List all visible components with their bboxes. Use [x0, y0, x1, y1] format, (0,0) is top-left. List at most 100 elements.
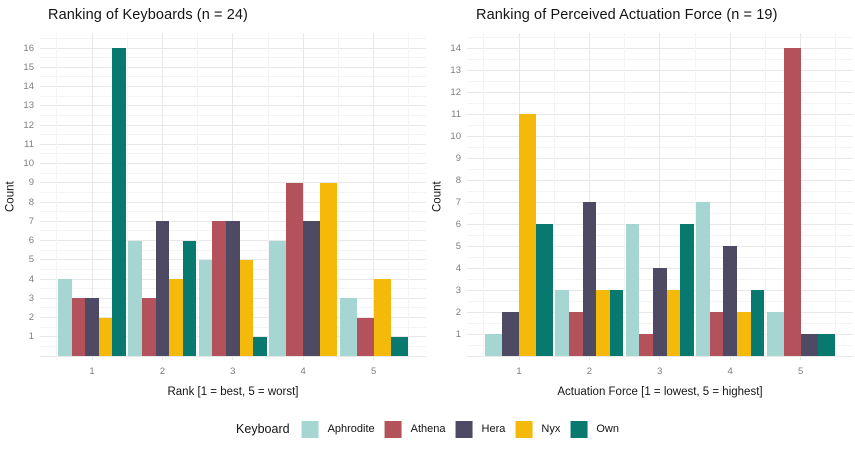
x-tick-label: 4 [300, 366, 306, 377]
bar-aphrodite-x5 [339, 298, 357, 356]
chart-title: Ranking of Perceived Actuation Force (n … [476, 7, 778, 23]
y-tick-label: 12 [450, 86, 461, 98]
y-tick-label: 3 [28, 292, 34, 304]
bar-aphrodite-x3 [198, 259, 213, 356]
y-tick-label: 6 [455, 218, 461, 230]
x-tick-label: 1 [89, 366, 95, 377]
y-tick-label: 4 [28, 273, 34, 285]
legend: Keyboard Aphrodite Athena Hera Nyx Own [236, 415, 619, 443]
legend-swatch [515, 420, 533, 438]
bar-athena-x5 [356, 317, 374, 356]
legend-entry: Aphrodite [301, 420, 375, 438]
bar-aphrodite-x4 [696, 202, 710, 356]
legend-entry: Nyx [515, 420, 561, 438]
y-tick-label: 2 [28, 312, 34, 323]
y-tick-label: 5 [28, 254, 34, 266]
gridline-v-major [302, 33, 304, 360]
bar-hera-x3 [226, 221, 240, 356]
bar-hera-x1 [502, 312, 519, 356]
bar-hera-x2 [155, 221, 170, 356]
gridline-v-major [161, 33, 163, 360]
gridline-v-major [659, 33, 661, 360]
bar-nyx-x2 [169, 279, 183, 356]
y-tick-label: 10 [450, 130, 461, 142]
y-tick-label: 9 [455, 152, 461, 164]
x-tick-label: 2 [159, 366, 166, 377]
gridline-v-minor [126, 33, 128, 360]
bar-hera-x3 [653, 268, 667, 356]
gridline-v-major [373, 33, 375, 360]
plot-panel: 1 2 3 4 5 6 7 8 9 10 11 12 13 14 15 16 1 2 3 4 5 [23, 33, 426, 377]
bar-athena-x4 [286, 182, 304, 356]
bar-hera-x4 [723, 246, 737, 356]
y-tick-label: 5 [455, 240, 461, 252]
bar-own-x3 [253, 336, 267, 356]
bar-nyx-x4 [320, 182, 338, 356]
legend-label: Nyx [541, 423, 561, 435]
gridline-v-minor [56, 33, 58, 360]
gridline-v-major [729, 33, 731, 360]
bar-own-x2 [609, 290, 624, 356]
bar-athena-x3 [212, 221, 226, 356]
bar-own-x1 [536, 224, 553, 356]
legend-entry: Athena [384, 420, 446, 438]
bar-hera-x4 [303, 221, 321, 356]
bar-own-x5 [390, 336, 408, 356]
gridline-v-minor [835, 33, 837, 360]
bar-nyx-x1 [98, 317, 113, 356]
legend-title: Keyboard [236, 422, 290, 436]
gridline-v-minor [694, 33, 696, 360]
bar-own-x5 [817, 334, 835, 356]
y-tick-label: 11 [24, 138, 34, 150]
gridline-v-minor [553, 33, 555, 360]
x-tick-label: 3 [230, 366, 236, 377]
y-tick-label: 14 [23, 81, 34, 92]
y-tick-label: 4 [455, 262, 461, 274]
bar-athena-x2 [142, 298, 156, 356]
bar-athena-x2 [569, 312, 583, 356]
y-tick-label: 16 [23, 42, 34, 54]
gridline-v-minor [337, 33, 339, 360]
gridline-v-major [91, 33, 93, 360]
gridline-v-minor [764, 33, 766, 360]
legend-label: Athena [410, 423, 446, 435]
bar-nyx-x3 [239, 259, 254, 356]
y-tick-label: 13 [450, 64, 461, 76]
bar-hera-x5 [800, 334, 818, 356]
gridline-v-minor [197, 33, 199, 360]
x-tick-label: 3 [657, 366, 663, 377]
y-tick-label: 11 [451, 108, 461, 120]
bar-athena-x4 [709, 312, 724, 356]
gridline-v-major [800, 33, 802, 360]
bar-aphrodite-x2 [555, 290, 569, 356]
bar-nyx-x1 [519, 114, 536, 356]
gridline-v-minor [483, 33, 485, 360]
x-axis-label: Rank [1 = best, 5 = worst] [167, 386, 299, 398]
legend-swatch [384, 420, 402, 438]
x-tick-label: 5 [370, 366, 377, 377]
y-tick-label: 2 [455, 306, 461, 318]
y-tick-label: 7 [28, 215, 34, 227]
y-tick-label: 15 [23, 61, 34, 73]
y-tick-label: 1 [455, 328, 461, 340]
y-tick-label: 8 [28, 196, 34, 208]
y-tick-label: 14 [450, 42, 461, 54]
legend-swatch [301, 420, 319, 438]
bar-own-x2 [182, 240, 197, 356]
bar-athena-x3 [639, 334, 653, 356]
chart-actuation-force-ranking: Ranking of Perceived Actuation Force (n … [427, 0, 855, 450]
x-tick-label: 5 [797, 366, 804, 377]
y-tick-label: 12 [23, 119, 34, 131]
bar-aphrodite-x1 [58, 279, 72, 356]
x-axis-label: Actuation Force [1 = lowest, 5 = highest… [557, 386, 763, 398]
bar-own-x4 [750, 290, 765, 356]
bar-hera-x2 [582, 202, 597, 356]
y-tick-label: 7 [455, 196, 461, 208]
bar-own-x3 [680, 224, 694, 356]
plot-panel: 1 2 3 4 5 6 7 8 9 10 11 12 13 14 1 2 3 4 5 [450, 33, 853, 377]
y-tick-label: 6 [28, 235, 34, 246]
bar-nyx-x5 [373, 279, 391, 356]
x-tick-label: 1 [516, 366, 522, 377]
chart-title: Ranking of Keyboards (n = 24) [48, 7, 248, 23]
y-tick-label: 10 [23, 158, 34, 169]
